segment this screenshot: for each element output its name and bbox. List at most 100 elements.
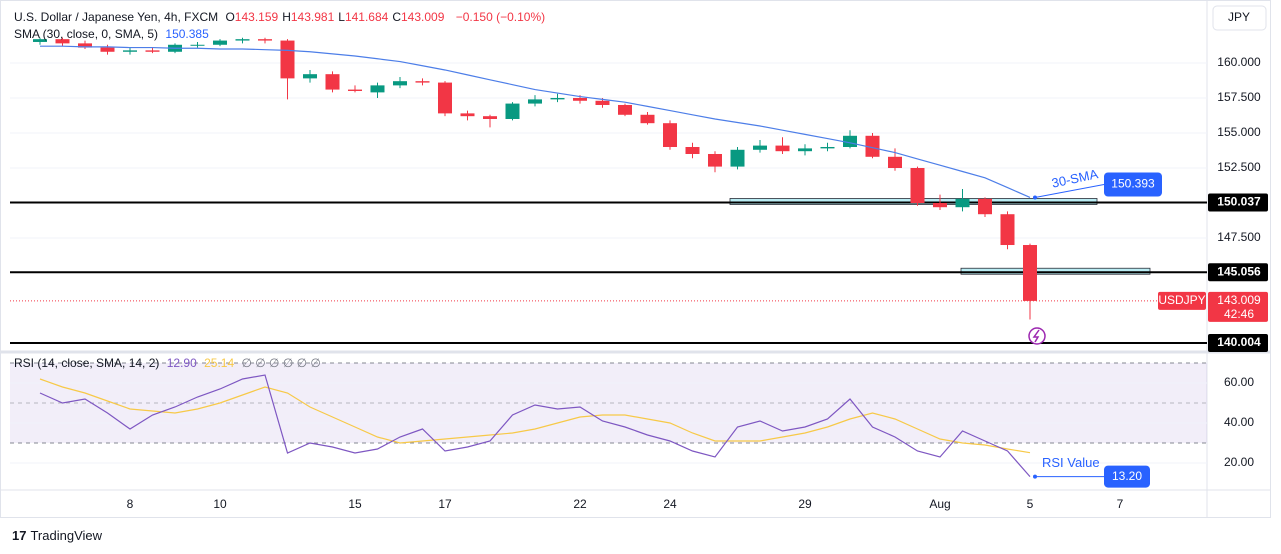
candle-body bbox=[145, 50, 160, 52]
candle-body bbox=[280, 40, 295, 79]
rsi-line bbox=[39, 374, 1031, 477]
candle-body bbox=[123, 50, 137, 52]
rsi-line bbox=[39, 378, 1031, 454]
callout-value: 150.393 bbox=[1111, 177, 1155, 191]
ohlc-key: H bbox=[282, 10, 291, 24]
candle-body bbox=[100, 47, 115, 52]
candle-body bbox=[843, 135, 857, 147]
candle-body bbox=[753, 145, 767, 150]
event-bolt bbox=[1032, 329, 1040, 343]
candle-body bbox=[1023, 245, 1037, 301]
candle-body bbox=[235, 39, 250, 41]
candle-body bbox=[505, 103, 520, 119]
candle-body bbox=[663, 123, 677, 147]
candle-body bbox=[78, 43, 92, 48]
x-tick-label: 15 bbox=[348, 497, 362, 511]
candle-body bbox=[213, 40, 227, 45]
sma-label: SMA (30, close, 0, SMA, 5) bbox=[14, 27, 159, 41]
candle-body bbox=[775, 145, 790, 152]
candle-body bbox=[685, 146, 700, 154]
x-tick-label: 8 bbox=[127, 497, 134, 511]
candle-body bbox=[393, 81, 407, 86]
candle-body bbox=[483, 116, 497, 119]
candle-body bbox=[460, 113, 475, 117]
candle-body bbox=[33, 39, 47, 42]
brand: TradingView bbox=[30, 528, 103, 543]
y-tick-label: 40.00 bbox=[1224, 415, 1254, 429]
rsi-extra: ∅ ∅ ∅ ∅ ∅ ∅ bbox=[241, 356, 321, 370]
event-icon bbox=[1028, 327, 1046, 345]
last-price-box bbox=[1208, 291, 1268, 322]
candle-body bbox=[325, 74, 340, 90]
candle-body bbox=[978, 198, 992, 215]
symbol: U.S. Dollar / Japanese Yen, 4h, FXCM bbox=[14, 10, 219, 24]
candle-body bbox=[438, 82, 452, 114]
currency-box bbox=[1212, 5, 1267, 31]
last-name: USDJPY bbox=[1158, 293, 1205, 307]
x-tick-label: Aug bbox=[929, 497, 950, 511]
candle-body bbox=[303, 74, 317, 79]
x-tick-label: 5 bbox=[1027, 497, 1034, 511]
countdown: 42:46 bbox=[1224, 307, 1254, 321]
candle-body bbox=[55, 39, 70, 44]
candle-body bbox=[595, 100, 610, 105]
candle-body bbox=[730, 149, 745, 167]
rsi-value: 12.90 bbox=[166, 356, 197, 370]
y-tick-label: 152.500 bbox=[1217, 160, 1261, 174]
candle-body bbox=[798, 148, 812, 152]
change: −0.150 (−0.10%) bbox=[455, 10, 546, 24]
candle-body bbox=[573, 97, 587, 101]
x-tick-label: 10 bbox=[213, 497, 227, 511]
candle-body bbox=[258, 39, 272, 41]
ohlc-key: L bbox=[338, 10, 345, 24]
x-tick-label: 17 bbox=[438, 497, 452, 511]
candle-body bbox=[708, 153, 722, 167]
level-label: 150.037 bbox=[1217, 195, 1261, 209]
candle-body bbox=[550, 97, 565, 100]
level-label-box bbox=[1208, 263, 1268, 282]
callout-text: RSI Value bbox=[1042, 455, 1100, 470]
level-label: 140.004 bbox=[1217, 335, 1261, 349]
level-label: 145.056 bbox=[1217, 264, 1261, 278]
candle-body bbox=[415, 81, 430, 83]
band-fill bbox=[10, 363, 1207, 443]
callout-value: 13.20 bbox=[1112, 469, 1142, 483]
ohlc: O143.159 H143.981 L141.684 C143.009 bbox=[225, 10, 448, 24]
ohlc-key: C bbox=[392, 10, 401, 24]
candle-body bbox=[955, 198, 970, 208]
ohlc-value: 141.684 bbox=[344, 10, 389, 24]
candle-body bbox=[370, 85, 385, 93]
candle-body bbox=[820, 146, 835, 149]
candle-body bbox=[640, 114, 655, 124]
level-label-box bbox=[1208, 333, 1268, 352]
candle-body bbox=[933, 203, 947, 208]
currency: JPY bbox=[1228, 10, 1250, 24]
ohlc-value: 143.159 bbox=[234, 10, 279, 24]
sma-legend: SMA (30, close, 0, SMA, 5) 150.385 bbox=[14, 27, 213, 41]
sma-line bbox=[40, 45, 1031, 198]
ohlc-key: O bbox=[225, 10, 235, 24]
x-tick-label: 22 bbox=[573, 497, 587, 511]
x-tick-label: 24 bbox=[663, 497, 677, 511]
y-tick-label: 60.00 bbox=[1224, 375, 1254, 389]
candle-body bbox=[190, 44, 205, 46]
x-tick-label: 7 bbox=[1117, 497, 1124, 511]
symbol-legend: U.S. Dollar / Japanese Yen, 4h, FXCM O14… bbox=[14, 10, 549, 24]
candle-body bbox=[348, 89, 362, 91]
callout-box bbox=[1104, 172, 1162, 197]
footer: 17 TradingView bbox=[12, 528, 103, 543]
last-name-box bbox=[1158, 291, 1206, 310]
candle-body bbox=[888, 156, 902, 168]
candle-body bbox=[618, 104, 632, 115]
candle-body bbox=[528, 99, 542, 104]
y-tick-label: 160.000 bbox=[1217, 55, 1261, 69]
callout-arrow bbox=[1034, 184, 1105, 198]
y-tick-label: 157.500 bbox=[1217, 90, 1261, 104]
y-tick-label: 155.000 bbox=[1217, 125, 1261, 139]
y-tick-label: 20.00 bbox=[1224, 455, 1254, 469]
callout-box bbox=[1104, 465, 1150, 488]
rsi-ma-value: 25.14 bbox=[204, 356, 235, 370]
x-tick-label: 29 bbox=[798, 497, 812, 511]
